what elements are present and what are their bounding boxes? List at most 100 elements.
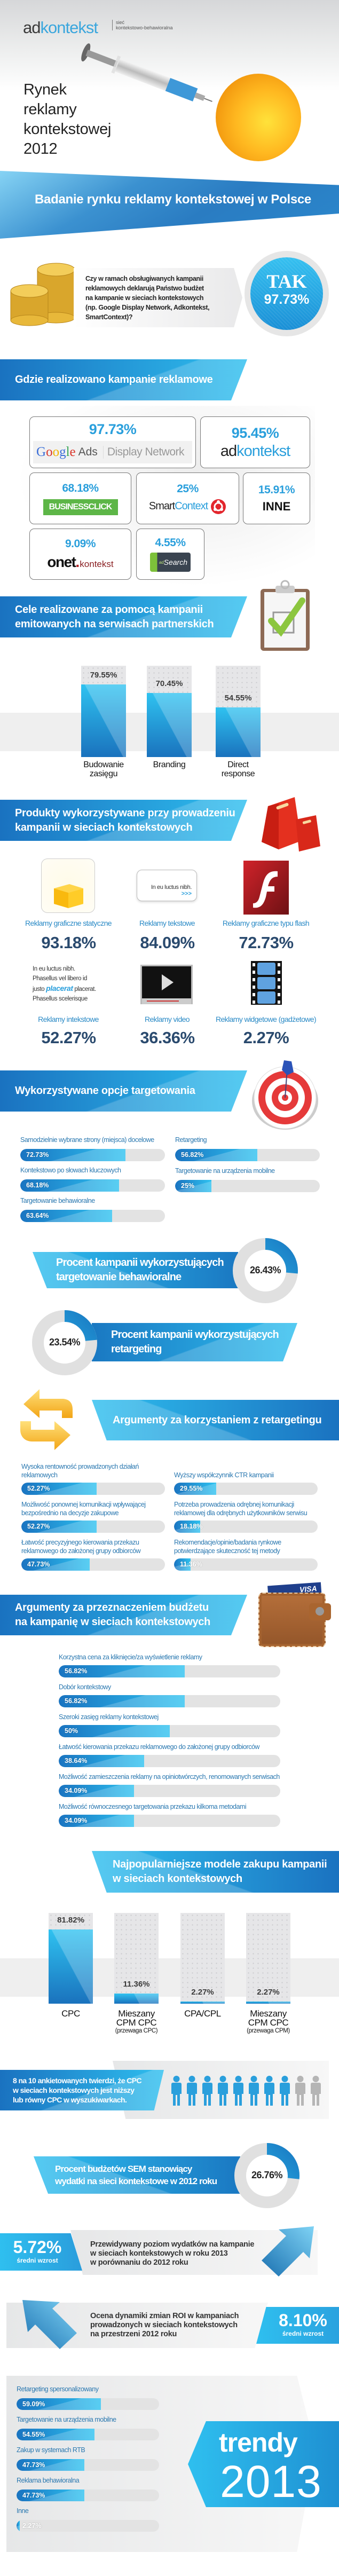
progress-label: Możliwość ponownej komunikacji wpływając… [21,1501,146,1517]
google-display-network-logo: Google Ads Display Network [33,441,192,463]
page-title: Rynek reklamy kontekstowej 2012 [23,80,111,159]
product-value: 84.09% [140,933,195,952]
progress-track: 56.82% [59,1695,280,1707]
intext-sample-line: Phasellus vel libero id [33,975,88,982]
logo-dot: . [75,554,80,570]
spend-growth-text: Przewidywany poziom wydatków na kampanie… [90,2240,254,2267]
smartcontext-logo: Smart Context [149,499,226,515]
flash-icon [243,861,289,915]
targeting-list-right: Retargeting 56.82% Targetowanie na urządze… [175,1136,320,1198]
progress-label: Rekomendacje/opinie/badania rynkowe potw… [174,1539,281,1555]
progress-value: 68.18% [26,1181,49,1189]
question-line: reklamowych deklarują Państwo budżet [85,285,204,292]
survey-question: Czy w ramach obsługiwanych kampanii rekl… [85,274,210,322]
category-label: Branding [153,760,186,769]
progress-value: 54.55% [22,2431,45,2438]
progress-label: Możliwość zamieszczenia reklamy na opini… [59,1773,280,1781]
person-icon [171,2076,182,2106]
network-value: 15.91% [258,483,295,496]
bar: 54.55% [216,666,261,757]
progress-item: Korzystna cena za kliknięcie/za wyświetl… [59,1653,280,1677]
progress-value: 47.73% [27,1561,50,1568]
progress-item: Inne 2.27% [17,2507,159,2532]
section-banner-budget-args: Argumenty za przeznaczeniem budżetu na ka… [0,1595,247,1635]
logo-ad: ad [159,560,164,565]
smartcontext-icon [211,499,226,514]
category-label: CPA/CPL [184,2008,221,2019]
budget-args-list: Korzystna cena za kliknięcie/za wyświetl… [59,1653,280,1832]
progress-item: Dobór kontekstowy 56.82% [59,1683,280,1707]
progress-label: Szeroki zasięg reklamy kontekstowej [59,1713,159,1721]
progress-item: Łatwość precyzyjnego kierowania przekazu… [21,1538,165,1571]
ads-wordmark: Ads [78,446,98,458]
progress-track: 25% [175,1180,320,1192]
clipboard-check-icon [261,580,310,651]
wallet-icon: VISA [258,1582,331,1647]
progress-item: Rekomendacje/opinie/badania rynkowe potw… [174,1538,318,1571]
progress-track: 54.55% [17,2429,159,2440]
trends-badge: trendy 2013 [188,2421,339,2507]
progress-item: Retargeting spersonalizowany 59.09% [17,2385,159,2410]
progress-track: 50% [59,1725,280,1737]
progress-fill [59,1785,135,1797]
person-icon [186,2076,198,2106]
section-title: Gdzie realizowano kampanie reklamowe [15,374,213,385]
other-label: INNE [262,499,291,513]
progress-fill [17,2459,85,2471]
growth-value: 8.10% [279,2311,327,2330]
video-player-icon [140,965,193,1004]
claim-line: 8 na 10 ankietowanych twierdzi, że CPC [13,2076,142,2085]
progress-item: Potrzeba prowadzenia odrębnej komunikacj… [174,1500,318,1533]
progress-label: Inne [17,2507,29,2515]
progress-fill [17,2429,94,2440]
answer-value: 97.73% [264,292,310,307]
bar-fill [180,2002,225,2004]
section-banner-networks: Gdzie realizowano kampanie reklamowe [0,359,247,400]
intext-sample-line: placerat. [74,986,96,992]
google-letter: g [59,445,66,459]
bar-value-label: 79.55% [90,670,117,680]
progress-label: Łatwość kierowania przekazu reklamowego … [59,1743,259,1751]
trends-title: trendy [219,2428,298,2457]
google-letter: e [69,445,76,459]
progress-fill [175,1180,211,1192]
progress-fill [17,2520,20,2532]
category-label: Budowanie zasięgu [83,760,124,778]
network-value: 25% [177,482,199,495]
progress-fill [59,1695,185,1707]
static-image-cube-icon [41,858,95,913]
bar-value-label: 11.36% [123,1979,150,1989]
network-card-businessclick: 68.18% BUSINESSCLICK [29,472,131,524]
syringe-orange-illustration [81,43,301,161]
text-ad-sample: In eu luctus nibh. [151,884,192,891]
bar-value-label: 54.55% [224,693,252,703]
section-title: Argumenty za korzystaniem z retargetingu [113,1414,322,1426]
progress-value: 52.27% [27,1523,50,1530]
orange-icon [216,74,301,161]
shopping-bags-icon [262,797,320,852]
google-letter: o [52,445,60,459]
progress-track: 18.18% [174,1521,318,1533]
answer-label: TAK [266,271,307,292]
coins-icon [10,263,75,326]
growth-caption: średni wzrost [17,2257,58,2264]
growth-value: 5.72% [13,2238,62,2257]
progress-value: 72.73% [26,1151,49,1159]
banner-line: targetowanie behawioralne [56,1271,182,1283]
person-icon [279,2076,290,2106]
adkontekst-logo: adkontekst [220,443,290,460]
progress-track: 47.73% [17,2459,159,2471]
progress-track: 68.18% [20,1179,165,1192]
bar-fill [81,684,126,757]
category-label: Mieszany CPM CPC (przewaga CPM) [236,2009,300,2035]
text-line: na przestrzeni 2012 roku [90,2330,177,2338]
logo-context: Context [175,500,208,512]
donut-value: 26.43% [249,1265,281,1275]
progress-fill [20,1179,119,1192]
intext-highlight-link[interactable]: placerat [46,984,73,992]
product-value: 72.73% [239,933,294,952]
person-icon [202,2076,213,2106]
progress-label: Wysoka rentowność prowadzonych działań r… [21,1463,139,1479]
claim-line: w sieciach kontekstowych jest niższy [13,2086,135,2094]
section-title-line: Produkty wykorzystywane przy prowadzeniu [15,807,235,819]
